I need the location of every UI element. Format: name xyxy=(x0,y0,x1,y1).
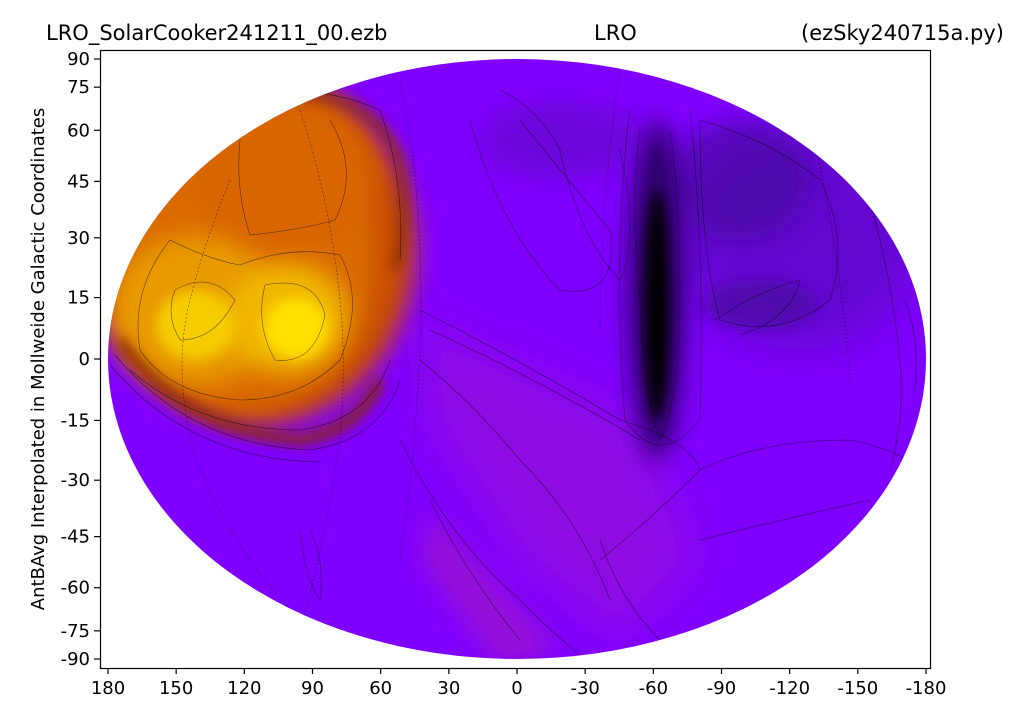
y-tick-label: 0 xyxy=(79,349,90,370)
plot-frame xyxy=(99,49,932,670)
chart-title-left: LRO_SolarCooker241211_00.ezb xyxy=(46,21,388,46)
y-tick-label: 45 xyxy=(67,171,90,192)
y-tick-label: 60 xyxy=(67,120,90,141)
sky-map xyxy=(108,59,926,659)
x-tick-label: 90 xyxy=(301,678,324,699)
y-tick-label: 75 xyxy=(67,77,90,98)
y-axis-label: AntBAvg Interpolated in Mollweide Galact… xyxy=(28,108,49,611)
y-tick-label: -90 xyxy=(61,649,90,670)
x-tick-label: 0 xyxy=(511,678,522,699)
x-tick-label: -150 xyxy=(837,678,878,699)
x-tick-label: -180 xyxy=(906,678,947,699)
x-tick-label: 30 xyxy=(437,678,460,699)
y-axis: 90 75 60 45 30 15 0 -15 -30 -45 -60 -75 -90 xyxy=(61,49,100,670)
y-tick-label: 15 xyxy=(67,288,90,309)
x-tick-label: 120 xyxy=(227,678,261,699)
x-axis: 180 150 120 90 60 30 0 -30 -60 -90 -120 -150 -180 xyxy=(91,668,947,699)
x-tick-label: -90 xyxy=(707,678,736,699)
chart-title-right: (ezSky240715a.py) xyxy=(801,21,1004,45)
y-tick-label: -30 xyxy=(61,470,90,491)
y-tick-label: -45 xyxy=(61,527,90,548)
y-tick-label: -60 xyxy=(61,578,90,599)
y-tick-label: 30 xyxy=(67,228,90,249)
y-tick-label: -75 xyxy=(61,621,90,642)
y-tick-label: 90 xyxy=(67,49,90,70)
x-tick-label: -120 xyxy=(769,678,810,699)
x-tick-label: -30 xyxy=(570,678,599,699)
x-tick-label: -60 xyxy=(639,678,668,699)
contour-lines xyxy=(109,69,921,656)
x-tick-label: 180 xyxy=(91,678,125,699)
y-tick-label: -15 xyxy=(61,410,90,431)
x-tick-label: 60 xyxy=(369,678,392,699)
chart-title-center: LRO xyxy=(594,21,637,45)
x-tick-label: 150 xyxy=(159,678,193,699)
magenta-band xyxy=(420,320,700,659)
